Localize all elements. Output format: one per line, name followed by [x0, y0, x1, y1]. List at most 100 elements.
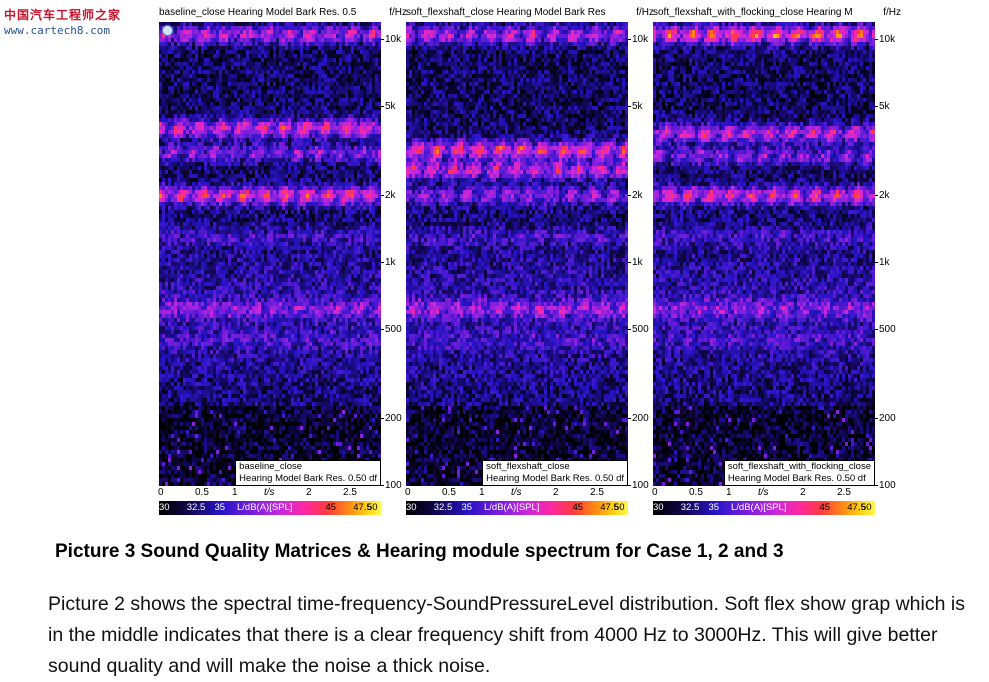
spectrogram-cell: [372, 126, 375, 130]
spectrogram-cell: [225, 274, 228, 278]
spectrogram-cell: [294, 246, 297, 250]
spectrogram-cell: [348, 94, 351, 98]
spectrogram-cell: [363, 134, 366, 138]
spectrogram-cell: [372, 254, 375, 258]
spectrogram-cell: [324, 34, 327, 38]
spectrogram-cell: [204, 82, 207, 86]
spectrogram-cell: [174, 78, 177, 82]
spectrogram-cell: [222, 74, 225, 78]
spectrogram-cell: [324, 110, 327, 114]
spectrogram-cell: [255, 146, 258, 150]
spectrogram-cell: [375, 270, 378, 274]
spectrogram-cell: [270, 170, 273, 174]
spectrogram-cell: [261, 266, 264, 270]
spectrogram-row: [159, 250, 381, 254]
spectrogram-cell: [159, 110, 162, 114]
spectrogram-cell: [249, 258, 252, 262]
spectrogram-cell: [321, 134, 324, 138]
spectrogram-cell: [264, 154, 267, 158]
spectrogram-cell: [171, 234, 174, 238]
spectrogram-cell: [318, 186, 321, 190]
spectrogram-cell: [372, 138, 375, 142]
spectrogram-cell: [207, 86, 210, 90]
spectrogram-cell: [165, 150, 168, 154]
spectrogram-cell: [261, 162, 264, 166]
spectrogram-cell: [216, 38, 219, 42]
spectrogram-cell: [180, 78, 183, 82]
spectrogram-cell: [330, 158, 333, 162]
spectrogram-cell: [366, 38, 369, 42]
spectrogram-cell: [294, 34, 297, 38]
spectrogram-cell: [288, 190, 291, 194]
spectrogram-cell: [318, 78, 321, 82]
spectrogram-cell: [366, 122, 369, 126]
spectrogram-cell: [327, 194, 330, 198]
spectrogram-cell: [276, 110, 279, 114]
spectrogram-cell: [231, 262, 234, 266]
spectrogram-cell: [372, 54, 375, 58]
spectrogram-cell: [375, 94, 378, 98]
spectrogram-cell: [354, 82, 357, 86]
spectrogram-cell: [225, 30, 228, 34]
spectrogram-cell: [297, 230, 300, 234]
spectrogram-cell: [285, 190, 288, 194]
spectrogram-cell: [228, 250, 231, 254]
spectrogram-cell: [189, 74, 192, 78]
spectrogram-cell: [264, 126, 267, 130]
spectrogram-cell: [162, 142, 165, 146]
spectrogram-cell: [264, 262, 267, 266]
spectrogram-cell: [228, 26, 231, 30]
spectrogram-cell: [273, 94, 276, 98]
spectrogram-cell: [342, 250, 345, 254]
spectrogram-cell: [276, 134, 279, 138]
spectrogram-cell: [234, 154, 237, 158]
spectrogram-cell: [180, 82, 183, 86]
spectrogram-cell: [183, 94, 186, 98]
spectrogram-cell: [291, 226, 294, 230]
spectrogram-cell: [192, 246, 195, 250]
spectrogram-cell: [276, 46, 279, 50]
spectrogram-cell: [348, 190, 351, 194]
spectrogram-cell: [168, 158, 171, 162]
spectrogram-cell: [234, 210, 237, 214]
spectrogram-cell: [369, 118, 372, 122]
spectrogram-cell: [369, 138, 372, 142]
spectrogram-cell: [192, 142, 195, 146]
spectrogram-cell: [300, 22, 303, 26]
spectrogram-cell: [360, 94, 363, 98]
spectrogram-cell: [324, 146, 327, 150]
spectrogram-cell: [321, 202, 324, 206]
spectrogram-cell: [288, 214, 291, 218]
spectrogram-cell: [234, 262, 237, 266]
spectrogram-cell: [159, 58, 162, 62]
spectrogram-cell: [189, 222, 192, 226]
spectrogram-cell: [249, 118, 252, 122]
spectrogram-cell: [267, 42, 270, 46]
spectrogram-cell: [336, 130, 339, 134]
spectrogram-cell: [333, 74, 336, 78]
spectrogram-cell: [363, 54, 366, 58]
spectrogram-cell: [315, 210, 318, 214]
spectrogram-cell: [321, 78, 324, 82]
spectrogram-cell: [300, 34, 303, 38]
spectrogram-cell: [309, 146, 312, 150]
spectrogram-cell: [276, 278, 279, 282]
spectrogram-cell: [297, 130, 300, 134]
spectrogram-cell: [264, 226, 267, 230]
spectrogram-cell: [198, 198, 201, 202]
spectrogram-cell: [288, 118, 291, 122]
spectrogram-cell: [360, 22, 363, 26]
spectrogram-cell: [309, 246, 312, 250]
spectrogram-cell: [237, 190, 240, 194]
spectrogram-cell: [207, 102, 210, 106]
spectrogram-cell: [273, 202, 276, 206]
spectrogram-cell: [339, 166, 342, 170]
spectrogram-cell: [366, 206, 369, 210]
spectrogram-cell: [351, 158, 354, 162]
spectrogram-cell: [336, 242, 339, 246]
spectrogram-cell: [255, 86, 258, 90]
spectrogram-cell: [189, 246, 192, 250]
spectrogram-cell: [201, 126, 204, 130]
spectrogram-cell: [330, 190, 333, 194]
spectrogram-cell: [312, 130, 315, 134]
